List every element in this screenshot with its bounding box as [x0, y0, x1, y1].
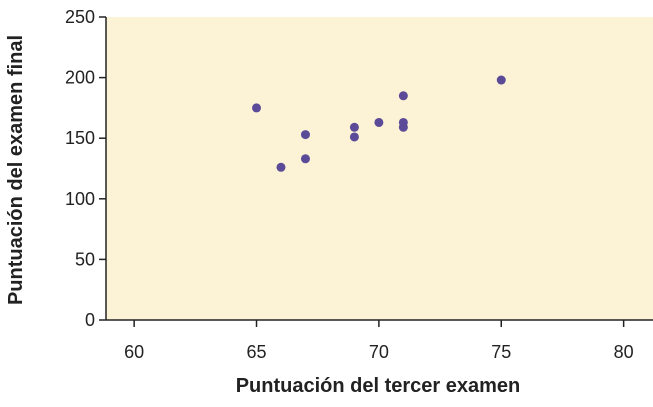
point	[300, 130, 310, 140]
y-tick-label: 200	[65, 68, 95, 88]
y-tick-label: 250	[65, 7, 95, 27]
x-tick-label: 80	[614, 342, 634, 362]
x-tick-label: 70	[369, 342, 389, 362]
plot-area	[106, 17, 653, 320]
y-tick-label: 0	[85, 310, 95, 330]
y-tick-label: 100	[65, 189, 95, 209]
x-axis-title: Puntuación del tercer examen	[236, 375, 521, 397]
x-tick-label: 75	[491, 342, 511, 362]
y-axis-title: Puntuación del examen final	[5, 35, 27, 305]
point	[374, 117, 384, 127]
point	[349, 122, 359, 132]
x-tick-label: 65	[247, 342, 267, 362]
point	[349, 132, 359, 142]
x-tick-label: 60	[124, 342, 144, 362]
point	[300, 154, 310, 164]
point	[398, 122, 408, 132]
y-tick-label: 150	[65, 128, 95, 148]
point	[496, 75, 506, 85]
point	[252, 103, 262, 113]
point	[398, 91, 408, 101]
point	[276, 162, 286, 172]
y-tick-label: 50	[75, 249, 95, 269]
